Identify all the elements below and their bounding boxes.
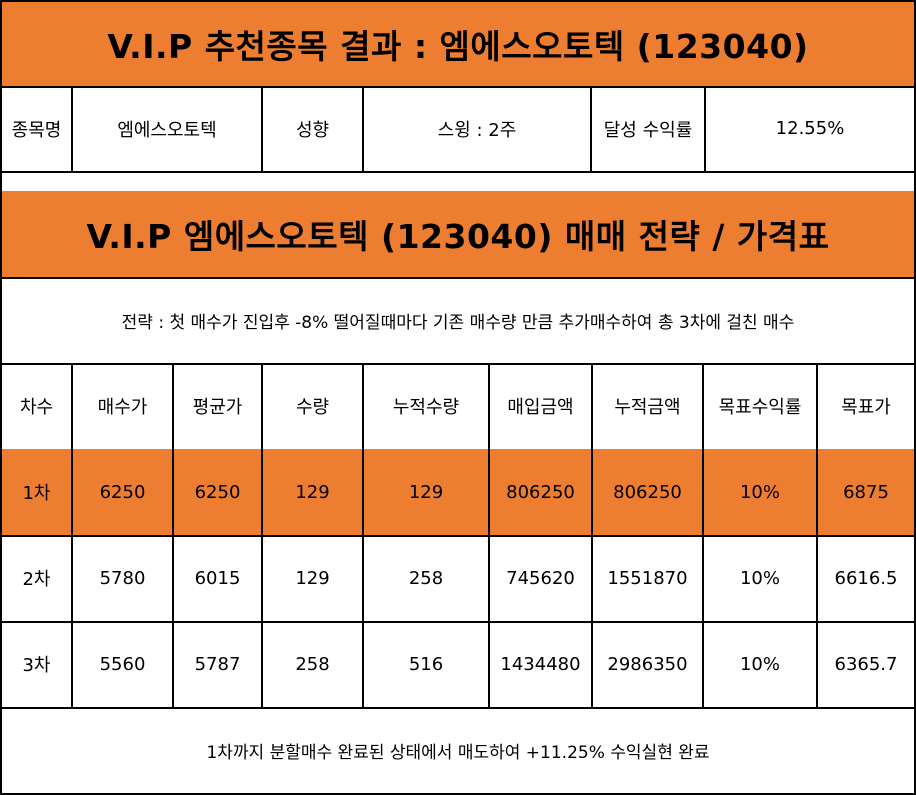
summary-row: 종목명 엠에스오토텍 성향 스윙 : 2주 달성 수익률 12.55% (0, 86, 916, 173)
cell-target-price: 6875 (843, 481, 889, 503)
cell-round: 3차 (2, 621, 73, 707)
cell-buy-price: 5780 (73, 535, 174, 621)
cell-buy-amount: 745620 (490, 535, 593, 621)
cell-cum-quantity: 129 (364, 449, 490, 535)
cell-cum-quantity: 516 (364, 621, 490, 707)
header-avg-price: 평균가 (174, 363, 263, 449)
cell-target-return: 10% (704, 535, 818, 621)
strategy-description-row: 전략 : 첫 매수가 진입후 -8% 떨어질때마다 기존 매수량 만큼 추가매수… (0, 277, 916, 365)
return-value: 12.55% (775, 118, 845, 139)
header-buy-price: 매수가 (73, 363, 174, 449)
cell-buy-price: 5560 (73, 621, 174, 707)
cell-target-price: 6616.5 (834, 567, 898, 589)
title-banner: V.I.P 추천종목 결과 : 엠에스오토텍 (123040) (0, 0, 916, 88)
cell-avg-price: 5787 (174, 621, 263, 707)
style-label: 성향 (263, 86, 364, 171)
table-row: 2차 5780 6015 129 258 745620 1551870 10% … (0, 535, 916, 623)
header-round: 차수 (2, 363, 73, 449)
cell-target-price: 6365.7 (834, 653, 898, 675)
cell-round: 1차 (2, 449, 73, 535)
spacer-cell (2, 171, 914, 191)
cell-buy-amount: 806250 (490, 449, 593, 535)
stock-name-value: 엠에스오토텍 (73, 86, 263, 171)
spacer-row (0, 171, 916, 193)
strategy-banner: V.I.P 엠에스오토텍 (123040) 매매 전략 / 가격표 (0, 191, 916, 279)
table-row: 3차 5560 5787 258 516 1434480 2986350 10%… (0, 621, 916, 709)
cell-avg-price: 6015 (174, 535, 263, 621)
header-target-price: 목표가 (841, 397, 891, 418)
cell-quantity: 129 (263, 535, 364, 621)
cell-round: 2차 (2, 535, 73, 621)
cell-quantity: 129 (263, 449, 364, 535)
cell-cum-amount: 2986350 (593, 621, 704, 707)
cell-target-return: 10% (704, 449, 818, 535)
cell-buy-price: 6250 (73, 449, 174, 535)
header-buy-amount: 매입금액 (490, 363, 593, 449)
header-cum-quantity: 누적수량 (364, 363, 490, 449)
header-cum-amount: 누적금액 (593, 363, 704, 449)
header-quantity: 수량 (263, 363, 364, 449)
stock-name-label: 종목명 (2, 86, 73, 171)
strategy-description: 전략 : 첫 매수가 진입후 -8% 떨어질때마다 기존 매수량 만큼 추가매수… (121, 312, 795, 333)
table-row: 1차 6250 6250 129 129 806250 806250 10% 6… (0, 449, 916, 537)
cell-cum-amount: 806250 (593, 449, 704, 535)
title-text: V.I.P 추천종목 결과 : 엠에스오토텍 (123040) (107, 27, 809, 66)
style-value: 스윙 : 2주 (364, 86, 592, 171)
return-label: 달성 수익률 (592, 86, 706, 171)
strategy-title: V.I.P 엠에스오토텍 (123040) 매매 전략 / 가격표 (86, 217, 830, 256)
cell-cum-quantity: 258 (364, 535, 490, 621)
cell-avg-price: 6250 (174, 449, 263, 535)
cell-cum-amount: 1551870 (593, 535, 704, 621)
cell-target-return: 10% (704, 621, 818, 707)
cell-buy-amount: 1434480 (490, 621, 593, 707)
table-header: 차수 매수가 평균가 수량 누적수량 매입금액 누적금액 목표수익률 목표가 (0, 363, 916, 451)
cell-quantity: 258 (263, 621, 364, 707)
header-target-return: 목표수익률 (704, 363, 818, 449)
footer-row: 1차까지 분할매수 완료된 상태에서 매도하여 +11.25% 수익실현 완료 (0, 707, 916, 795)
footer-result: 1차까지 분할매수 완료된 상태에서 매도하여 +11.25% 수익실현 완료 (206, 742, 710, 763)
